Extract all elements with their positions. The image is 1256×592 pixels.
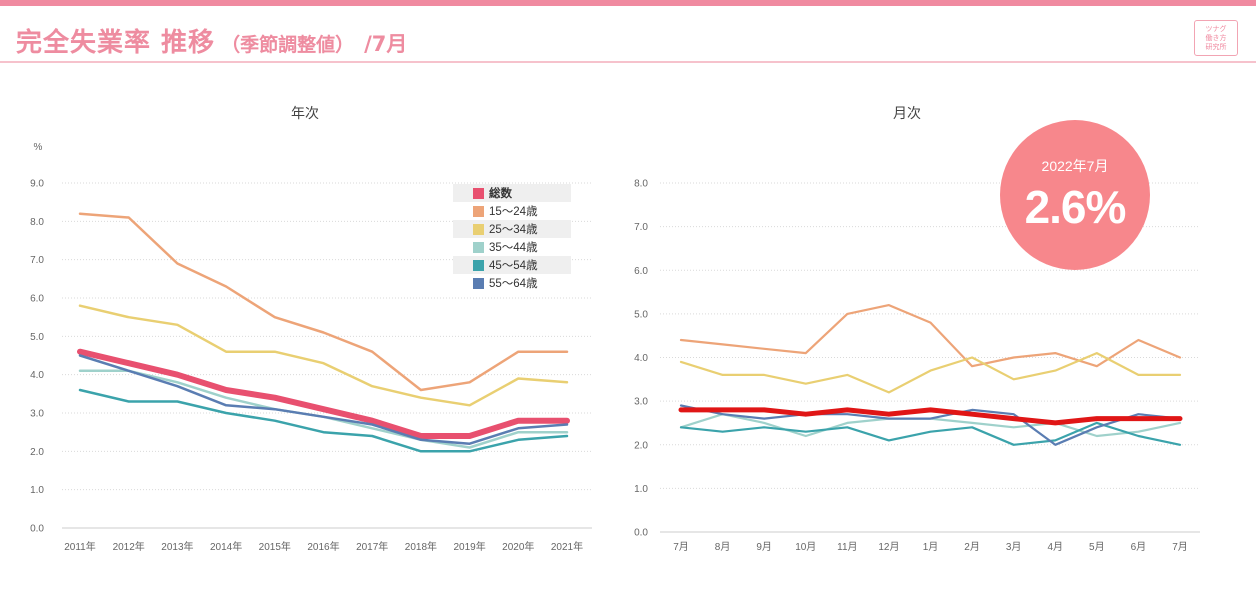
latest-rate-bubble: 2022年7月 2.6% [1000,120,1150,270]
x-tick-label: 5月 [1089,541,1105,553]
x-tick-label: 2021年 [551,540,583,553]
monthly-chart: 月次 0.0 1.0 2.0 3.0 4.0 5.0 6.0 7.0 8.0 7月 8月 9月 10月 11… [634,106,1200,553]
legend-label: 55～64歳 [489,278,538,290]
y-tick-label: 3.0 [30,409,44,420]
legend-swatch-35-44 [473,241,484,253]
latest-rate-value: 2.6% [1024,181,1127,233]
y-tick-label: 4.0 [634,353,648,364]
chart-title: 月次 [893,106,921,122]
y-tick-label: 5.0 [30,332,44,343]
x-tick-label: 10月 [795,541,816,553]
chart-title: 年次 [291,106,319,122]
y-tick-label: 0.0 [634,528,648,539]
legend-label: 15～24歳 [489,206,538,218]
x-tick-label: 2020年 [502,540,534,553]
x-tick-label: 2014年 [210,540,242,553]
y-tick-label: 3.0 [634,397,648,408]
x-tick-label: 6月 [1131,541,1147,553]
y-tick-label: 2.0 [30,447,44,458]
legend-item-35-44: 35～44歳 [453,238,571,256]
x-tick-label: 3月 [1006,541,1022,553]
y-axis-unit: % [34,142,43,153]
x-tick-label: 4月 [1047,541,1063,553]
series-line-age25_34 [78,304,569,407]
x-tick-label: 2019年 [453,540,485,553]
title-month: /7月 [364,32,408,56]
page-title: 完全失業率 推移 （季節調整値） /7月 [16,22,407,59]
x-tick-label: 2012年 [113,540,145,553]
series-line-age45_54 [78,388,569,453]
y-tick-label: 7.0 [634,222,648,233]
legend-swatch-total [473,187,484,199]
legend-swatch-15-24 [473,205,484,217]
y-tick-label: 8.0 [634,179,648,190]
x-tick-label: 2013年 [161,540,193,553]
title-subtitle: （季節調整値） [221,34,355,56]
y-tick-label: 8.0 [30,217,44,228]
y-tick-label: 1.0 [30,485,44,496]
x-tick-label: 2017年 [356,540,388,553]
x-tick-label: 2月 [964,541,980,553]
header-divider [0,61,1256,63]
logo-line: 研究所 [1205,43,1227,51]
legend-label: 45～54歳 [489,260,538,272]
x-tick-label: 8月 [715,541,731,553]
y-tick-label: 0.0 [30,524,44,535]
legend-item-45-54: 45～54歳 [453,256,571,274]
x-tick-label: 11月 [837,541,857,553]
legend-item-25-34: 25～34歳 [453,220,571,238]
x-tick-label: 2016年 [307,540,339,553]
series-line-age45_54 [679,421,1182,446]
y-tick-label: 9.0 [30,179,44,190]
series-line-age15_24 [78,212,569,392]
top-accent-bar [0,0,1256,6]
y-tick-label: 6.0 [30,294,44,305]
legend-swatch-45-54 [473,259,484,271]
series-line-age55_64 [78,354,569,445]
series-line-age25_34 [679,352,1182,394]
annual-chart: 年次% 0.0 1.0 2.0 3.0 4.0 5.0 6.0 7.0 8.0 9.0 2011年 20… [30,106,592,553]
latest-rate-label: 2022年7月 [1041,158,1109,174]
legend-swatch-55-64 [473,277,484,289]
series-line-age55_64 [679,404,1182,446]
series-line-total [77,348,570,439]
series-line-total_monthly [678,407,1183,426]
logo-line: 働き方 [1205,34,1227,42]
legend-swatch-25-34 [473,223,484,235]
legend-annual: 総数 15～24歳 25～34歳 35～44歳 45～54歳 55～64歳 [453,184,571,292]
logo-line: ツナグ [1205,25,1227,33]
x-tick-label: 2018年 [405,540,437,553]
legend-item-15-24: 15～24歳 [453,202,571,220]
series-line-age15_24 [679,304,1182,368]
logo: ツナグ 働き方 研究所 [1194,20,1238,56]
y-tick-label: 7.0 [30,255,44,266]
y-tick-label: 4.0 [30,370,44,381]
legend-label: 35～44歳 [489,242,538,254]
y-tick-label: 5.0 [634,309,648,320]
legend-item-total: 総数 [453,184,571,202]
header: 完全失業率 推移 （季節調整値） /7月 ツナグ 働き方 研究所 [0,6,1256,62]
x-tick-label: 9月 [756,541,772,553]
legend-item-55-64: 55～64歳 [453,274,571,292]
y-tick-label: 2.0 [634,440,648,451]
x-tick-label: 7月 [1172,541,1188,553]
x-tick-label: 2015年 [259,540,291,553]
x-tick-label: 7月 [673,541,689,553]
legend-label: 総数 [489,188,512,200]
x-tick-label: 2011年 [64,540,96,553]
y-tick-label: 1.0 [634,484,648,495]
x-tick-label: 12月 [878,541,899,553]
title-main: 完全失業率 推移 [16,28,216,58]
legend-label: 25～34歳 [489,224,538,236]
y-tick-label: 6.0 [634,266,648,277]
x-tick-label: 1月 [923,541,939,553]
